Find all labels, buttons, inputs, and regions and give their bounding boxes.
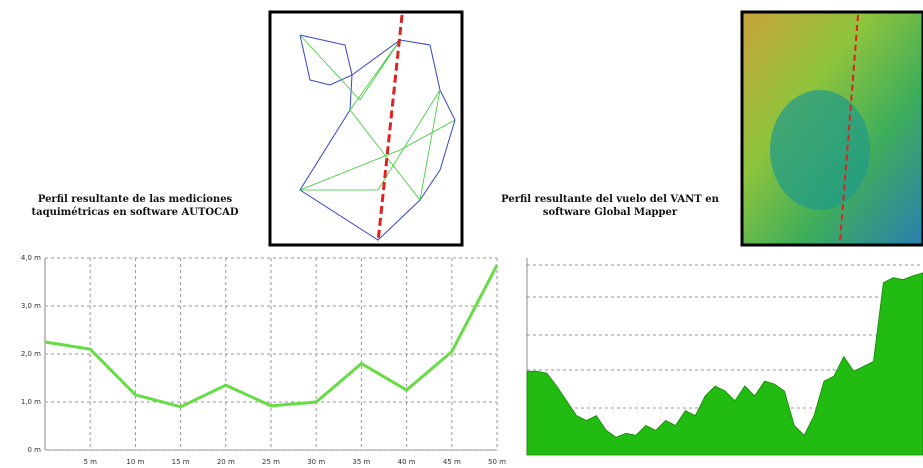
- page: 0 m 1,0 m 2,0 m 3,0 m 4,0 m 5 m 10 m 15 m 20 m 25…: [0, 0, 923, 468]
- chart-title: Perfil resultante del vuelo del VANT en …: [480, 193, 740, 219]
- x-tick-label: 25 m: [262, 458, 280, 466]
- y-tick-label: 3,0 m: [21, 302, 41, 310]
- dem-image: [742, 12, 923, 245]
- x-tick-label: 5 m: [83, 458, 97, 466]
- y-tick-label: 1,0 m: [21, 398, 41, 406]
- x-tick-label: 15 m: [172, 458, 190, 466]
- x-tick-label: 40 m: [398, 458, 416, 466]
- x-tick-label: 10 m: [126, 458, 144, 466]
- area: [527, 273, 923, 455]
- figure: 0 m 1,0 m 2,0 m 3,0 m 4,0 m 5 m 10 m 15 m 20 m 25…: [0, 0, 923, 468]
- x-tick-label: 50 m: [488, 458, 506, 466]
- x-tick-label: 45 m: [443, 458, 461, 466]
- x-tick-label: 35 m: [352, 458, 370, 466]
- chart-title: Perfil resultante de las mediciones taqu…: [5, 193, 265, 219]
- chart: 0 m 1,0 m 2,0 m 3,0 m 4,0 m 5 m 10 m 15 m 20 m 25…: [0, 0, 923, 468]
- y-tick-label: 4,0 m: [21, 254, 41, 262]
- survey-map: [270, 12, 462, 245]
- x-tick-label: 30 m: [307, 458, 325, 466]
- x-tick-label: 20 m: [217, 458, 235, 466]
- y-tick-label: 2,0 m: [21, 350, 41, 358]
- y-tick-label: 0 m: [28, 446, 42, 454]
